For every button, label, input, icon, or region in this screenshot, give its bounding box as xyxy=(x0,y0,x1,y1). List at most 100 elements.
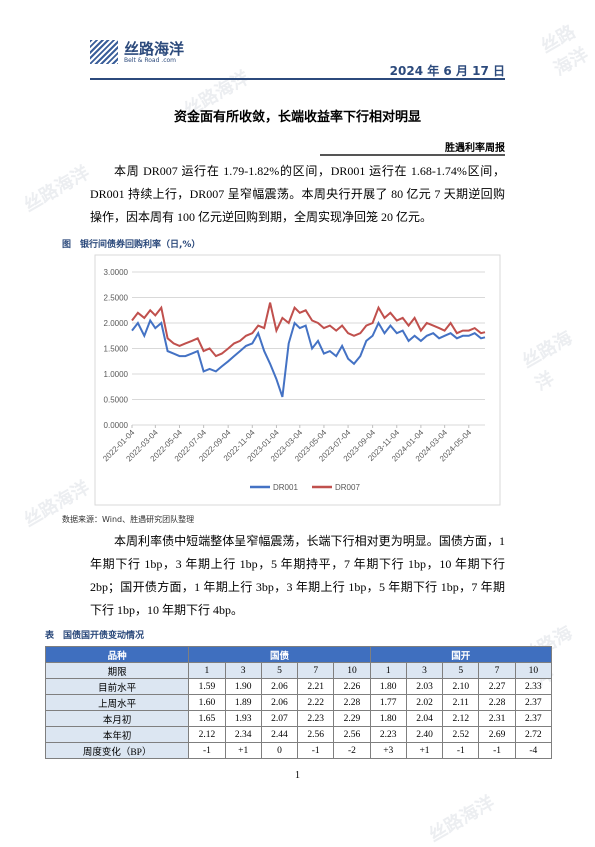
paragraph: 本周 DR007 运行在 1.79-1.82%的区间，DR001 运行在 1.6… xyxy=(90,164,505,224)
table-cell: 2.69 xyxy=(478,726,516,743)
logo-sub: Belt & Road .com xyxy=(124,56,177,64)
table-cell: 1 xyxy=(369,662,407,679)
figure-caption: 图 银行间债券回购利率（日,%） xyxy=(62,240,201,250)
report-name: 胜遇利率周报 xyxy=(445,143,505,154)
logo: 丝路海洋 Belt & Road .com xyxy=(90,40,184,64)
table-cell: 1.59 xyxy=(188,678,226,695)
table: 品种 国债 国开 期限 1 3 5 7 10 1 3 5 7 10 目前水平 1.59 1.90 2.06 2.21… xyxy=(44,646,553,759)
table-cell: 2.10 xyxy=(442,678,480,695)
date: 2024 年 6 月 17 日 xyxy=(389,64,505,78)
table-cell: 本年初 xyxy=(44,726,190,743)
chart: 0.0000 0.5000 1.0000 1.5000 2.0000 2.5000 3.00… xyxy=(94,254,501,506)
table-cell: 2.28 xyxy=(478,694,516,711)
table-cell: +1 xyxy=(224,742,262,759)
table-cell: 2.27 xyxy=(478,678,516,695)
table-cell: -1 xyxy=(297,742,335,759)
y-tick-label: 2.0000 xyxy=(104,319,129,328)
table-cell: -1 xyxy=(188,742,226,759)
table-cell: 2.37 xyxy=(514,694,553,711)
y-tick-label: 3.0000 xyxy=(104,268,129,277)
legend-label: DR001 xyxy=(273,483,298,492)
table-cell: 2.23 xyxy=(297,710,335,727)
table-cell: -1 xyxy=(478,742,516,759)
table-cell: 1.80 xyxy=(369,710,407,727)
y-tick-label: 2.5000 xyxy=(104,294,129,303)
table-cell: 2.06 xyxy=(260,694,299,711)
table-cell: 2.26 xyxy=(333,678,371,695)
table-cell: 国开 xyxy=(369,646,553,663)
table-cell: +3 xyxy=(369,742,407,759)
table-row: 品种 国债 国开 xyxy=(44,646,553,663)
logo-icon xyxy=(90,40,118,64)
y-tick-label: 0.0000 xyxy=(104,421,129,430)
table-cell: 1.80 xyxy=(369,678,407,695)
table-cell: 期限 xyxy=(44,662,190,679)
rule xyxy=(320,154,505,156)
table-cell: +1 xyxy=(405,742,444,759)
table-cell: 2.12 xyxy=(442,710,480,727)
table-cell: 2.56 xyxy=(333,726,371,743)
table-row: 目前水平 1.59 1.90 2.06 2.21 2.26 1.80 2.03 2.10 2.27… xyxy=(44,678,553,695)
table-row: 本月初 1.65 1.93 2.07 2.23 2.29 1.80 2.04 2.12 2.31 2… xyxy=(44,710,553,727)
legend-label: DR007 xyxy=(335,483,360,492)
table-cell: 2.37 xyxy=(514,710,553,727)
table-cell: 2.72 xyxy=(514,726,553,743)
table-cell: -2 xyxy=(333,742,371,759)
table-caption: 表 国债国开债变动情况 xyxy=(45,631,145,641)
table-cell: 0 xyxy=(260,742,299,759)
table-cell: 2.21 xyxy=(297,678,335,695)
table-cell: 3 xyxy=(224,662,262,679)
table-cell: 2.04 xyxy=(405,710,444,727)
title: 资金面有所收敛，长端收益率下行相对明显 xyxy=(173,110,421,125)
table-cell: 2.28 xyxy=(333,694,371,711)
logo-text: 丝路海洋 xyxy=(124,39,185,58)
table-cell: 上周水平 xyxy=(44,694,190,711)
source: 数据来源：Wind、胜遇研究团队整理 xyxy=(62,515,195,524)
y-tick-label: 1.0000 xyxy=(104,370,129,379)
table-cell: -4 xyxy=(514,742,553,759)
table-cell: 2.22 xyxy=(297,694,335,711)
table-cell: -1 xyxy=(442,742,480,759)
table-cell: 2.06 xyxy=(260,678,299,695)
table-cell: 2.44 xyxy=(260,726,299,743)
y-tick-label: 1.5000 xyxy=(104,345,129,354)
table-cell: 7 xyxy=(297,662,335,679)
table-cell: 目前水平 xyxy=(44,678,190,695)
watermark: 丝路海洋 xyxy=(425,792,499,847)
table-cell: 1.90 xyxy=(224,678,262,695)
table-cell: 10 xyxy=(514,662,553,679)
table-cell: 1.77 xyxy=(369,694,407,711)
table-cell: 1.93 xyxy=(224,710,262,727)
table-cell: 7 xyxy=(478,662,516,679)
table-row: 本年初 2.12 2.34 2.44 2.56 2.56 2.23 2.40 2.52 2.69 2… xyxy=(44,726,553,743)
table-cell: 2.29 xyxy=(333,710,371,727)
table-cell: 2.34 xyxy=(224,726,262,743)
table-row: 期限 1 3 5 7 10 1 3 5 7 10 xyxy=(44,662,553,679)
table-cell: 2.33 xyxy=(514,678,553,695)
table-row: 周度变化（BP） -1 +1 0 -1 -2 +3 +1 -1 -1 -4 xyxy=(44,742,553,759)
table-cell: 1.60 xyxy=(188,694,226,711)
table-cell: 2.40 xyxy=(405,726,444,743)
table-cell: 2.56 xyxy=(297,726,335,743)
table-cell: 本月初 xyxy=(44,710,190,727)
table-cell: 2.31 xyxy=(478,710,516,727)
table-cell: 2.23 xyxy=(369,726,407,743)
chart-frame xyxy=(94,254,501,506)
paragraph: 本周利率债中短端整体呈窄幅震荡，长端下行相对更为明显。国债方面，1 年期下行 1… xyxy=(90,534,505,617)
table-cell: 5 xyxy=(442,662,480,679)
table-cell: 5 xyxy=(260,662,299,679)
table-cell: 2.52 xyxy=(442,726,480,743)
table-cell: 国债 xyxy=(188,646,371,663)
table-cell: 2.02 xyxy=(405,694,444,711)
table-cell: 2.07 xyxy=(260,710,299,727)
table-cell: 1 xyxy=(188,662,226,679)
table-body: 品种 国债 国开 期限 1 3 5 7 10 1 3 5 7 10 目前水平 1.59 1.90 2.06 2.21… xyxy=(44,646,553,759)
line xyxy=(131,302,486,358)
table-cell: 1.89 xyxy=(224,694,262,711)
table-cell: 10 xyxy=(333,662,371,679)
table-cell: 2.12 xyxy=(188,726,226,743)
table-cell: 周度变化（BP） xyxy=(44,742,190,759)
table-row: 上周水平 1.60 1.89 2.06 2.22 2.28 1.77 2.02 2.11 2.28… xyxy=(44,694,553,711)
table-cell: 2.11 xyxy=(442,694,480,711)
table-cell: 品种 xyxy=(44,646,190,663)
